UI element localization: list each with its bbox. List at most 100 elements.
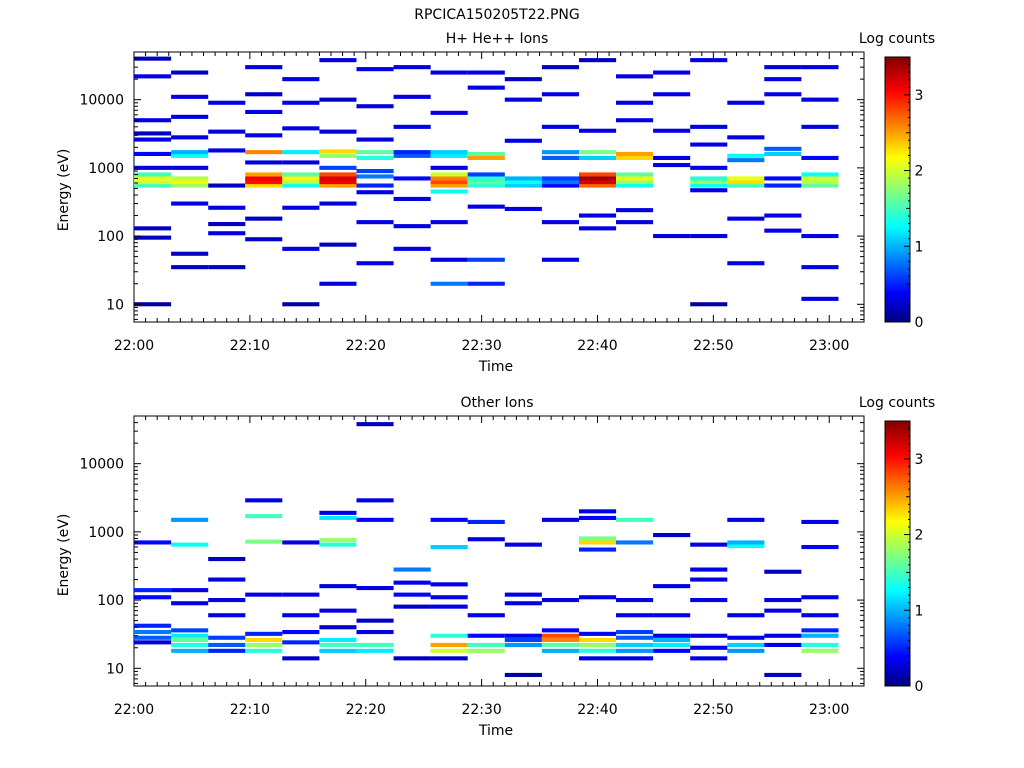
- heatmap-cell: [208, 613, 246, 618]
- heatmap-cell: [801, 265, 839, 270]
- heatmap-cell: [319, 165, 357, 170]
- heatmap-cell: [430, 633, 468, 638]
- heatmap-cell: [579, 656, 617, 661]
- y-tick-label: 100: [97, 593, 124, 609]
- heatmap-cell: [430, 582, 468, 587]
- heatmap-cell: [579, 150, 617, 155]
- heatmap-cell: [356, 190, 394, 195]
- colorbar: [884, 420, 911, 687]
- heatmap-cell: [727, 648, 765, 653]
- heatmap-cell: [171, 176, 209, 181]
- heatmap-cell: [801, 234, 839, 239]
- heatmap-cell: [134, 74, 172, 79]
- x-tick-label: 22:10: [230, 338, 270, 354]
- heatmap-cell: [764, 672, 802, 677]
- heatmap-cell: [579, 509, 617, 514]
- heatmap-cell: [430, 517, 468, 522]
- heatmap-cell: [430, 545, 468, 550]
- heatmap-cell: [319, 183, 357, 188]
- heatmap-cell: [134, 226, 172, 231]
- heatmap-cell: [727, 540, 765, 545]
- heatmap-cell: [245, 539, 283, 544]
- heatmap-cell: [579, 637, 617, 642]
- colorbar-ticks: 0 1 2 3: [904, 420, 923, 695]
- heatmap-cell: [764, 228, 802, 233]
- heatmap-cell: [171, 201, 209, 206]
- heatmap-cell: [541, 183, 579, 188]
- heatmap-cell: [801, 633, 839, 638]
- heatmap-cell: [245, 180, 283, 185]
- heatmap-cell: [579, 536, 617, 541]
- heatmap-cell: [430, 183, 468, 188]
- heatmap-cell: [727, 635, 765, 640]
- heatmap-cell: [541, 150, 579, 155]
- heatmap-cell: [134, 56, 172, 61]
- x-axis: 22:00 22:10 22:20 22:30 22:40 22:50 23:00: [114, 52, 865, 354]
- heatmap-cell: [282, 150, 320, 155]
- heatmap-cell: [319, 172, 357, 177]
- heatmap-cell: [616, 642, 654, 647]
- heatmap-cell: [690, 542, 728, 547]
- heatmap-cell: [579, 631, 617, 636]
- heatmap-cell: [467, 519, 505, 524]
- heatmap-cell: [653, 633, 691, 638]
- colorbar-tick-label: 2: [915, 164, 924, 180]
- heatmap-cell: [245, 160, 283, 165]
- heatmap-cell: [282, 180, 320, 185]
- y-axis-label: Energy (eV): [56, 514, 72, 597]
- heatmap-cell: [467, 172, 505, 177]
- heatmap-cell: [319, 281, 357, 286]
- heatmap-cells: [134, 56, 839, 307]
- heatmap-cell: [245, 65, 283, 70]
- heatmap-cell: [579, 176, 617, 181]
- heatmap-cell: [616, 517, 654, 522]
- heatmap-cell: [134, 630, 172, 635]
- x-axis-label: Time: [478, 723, 513, 739]
- heatmap-cell: [430, 70, 468, 75]
- heatmap-cell: [430, 150, 468, 155]
- heatmap-cell: [690, 58, 728, 63]
- heatmap-cell: [690, 567, 728, 572]
- heatmap-cell: [579, 547, 617, 552]
- heatmap-cell: [356, 137, 394, 142]
- heatmap-cell: [541, 65, 579, 70]
- x-tick-label: 23:00: [809, 702, 849, 718]
- page-title: RPCICA150205T22.PNG: [414, 7, 579, 23]
- heatmap-cell: [616, 118, 654, 123]
- heatmap-cell: [653, 637, 691, 642]
- heatmap-cell: [727, 180, 765, 185]
- heatmap-cell: [579, 540, 617, 545]
- heatmap-cell: [430, 642, 468, 647]
- heatmap-cell: [764, 633, 802, 638]
- heatmap-cell: [134, 623, 172, 628]
- heatmap-cell: [356, 183, 394, 188]
- heatmap-cell: [356, 422, 394, 427]
- heatmap-cell: [801, 545, 839, 550]
- heatmap-cell: [727, 261, 765, 266]
- heatmap-cell: [134, 118, 172, 123]
- heatmap-cell: [504, 642, 542, 647]
- heatmap-cell: [467, 180, 505, 185]
- heatmap-cell: [579, 155, 617, 160]
- heatmap-cell: [319, 97, 357, 102]
- heatmap-cell: [245, 176, 283, 181]
- heatmap-cell: [282, 592, 320, 597]
- heatmap-cell: [356, 498, 394, 503]
- heatmap-cell: [653, 648, 691, 653]
- heatmap-cell: [616, 176, 654, 181]
- heatmap-cell: [134, 640, 172, 645]
- x-tick-label: 22:00: [114, 338, 154, 354]
- heatmap-cell: [504, 542, 542, 547]
- heatmap-cell: [282, 77, 320, 82]
- heatmap-cell: [319, 201, 357, 206]
- heatmap-cell: [616, 613, 654, 618]
- heatmap-cell: [430, 604, 468, 609]
- heatmap-cell: [171, 633, 209, 638]
- heatmap-cell: [653, 642, 691, 647]
- y-axis: 10 100 1000 10000: [79, 415, 864, 684]
- heatmap-cell: [245, 642, 283, 647]
- panel-hplus: H+ He++ Ions Energy (eV) Time Log counts…: [56, 31, 935, 375]
- heatmap-cell: [579, 642, 617, 647]
- heatmap-cell: [319, 515, 357, 520]
